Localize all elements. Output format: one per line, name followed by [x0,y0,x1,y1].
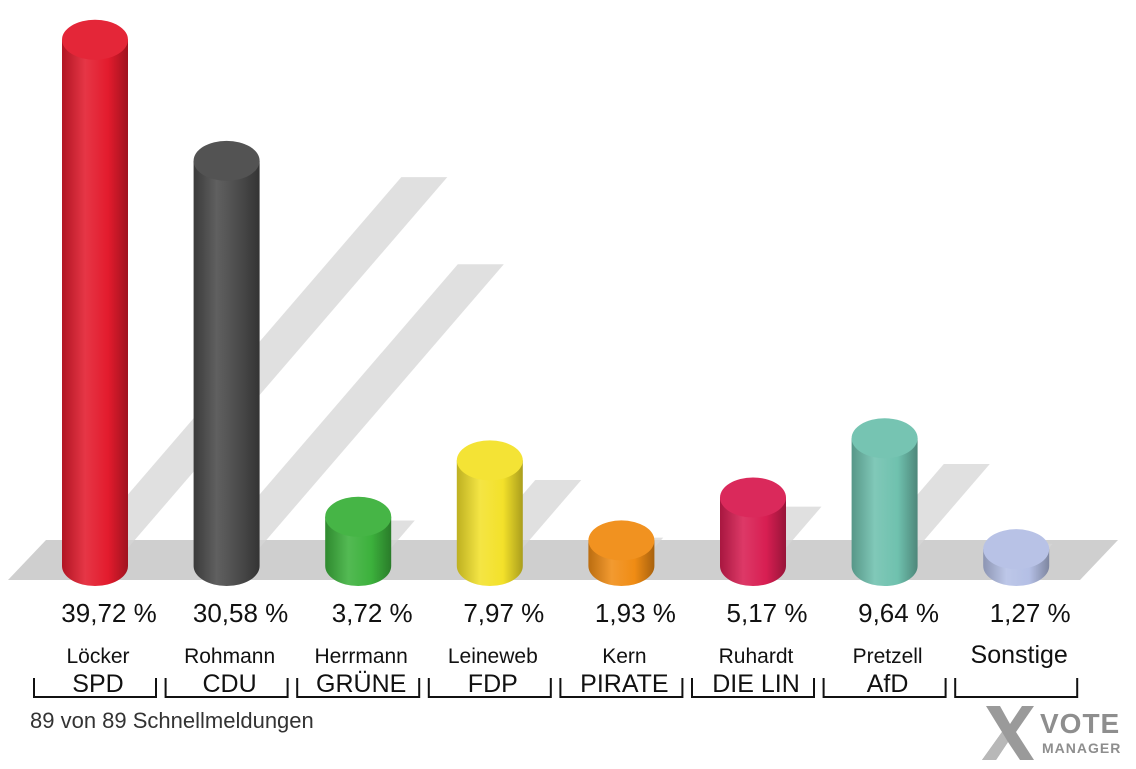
party-label: CDU [203,670,257,698]
candidate-label: Pretzell [853,645,923,668]
candidate-label: Löcker [66,645,129,668]
value-label: 3,72 % [332,598,413,628]
bar-top [62,19,128,60]
bars [62,19,1050,586]
candidate-label: Sonstige [971,641,1068,669]
bar-top [193,140,260,181]
bar-top [851,418,918,459]
bar-sonstige [983,529,1050,586]
candidate-label: Herrmann [315,645,408,668]
bar-die-lin [720,477,786,586]
label-bracket [296,678,421,698]
party-label: AfD [867,670,909,698]
party-label: FDP [468,670,518,698]
party-label: GRÜNE [316,670,406,698]
vote-manager-logo: VOTE MANAGER [978,700,1128,765]
bar-top [720,477,786,518]
bar-shadow [75,177,448,556]
value-label: 1,93 % [595,598,676,628]
bar-afd [851,418,918,586]
value-label: 1,27 % [990,598,1071,628]
bar-body [456,460,523,586]
floor-plane [8,540,1118,580]
label-bracket [822,678,947,698]
bar-top [456,440,523,481]
candidate-label: Rohmann [184,645,275,668]
value-label: 30,58 % [193,598,288,628]
label-bracket [33,678,157,698]
bar-cdu [193,140,260,586]
candidate-label: Kern [602,645,646,668]
bar-top [325,496,392,537]
bar-body [720,497,786,586]
value-label: 9,64 % [858,598,939,628]
bar-top [983,529,1050,570]
x-cross-icon [982,706,1034,760]
value-label: 7,97 % [463,598,544,628]
candidate-label: Ruhardt [719,645,794,668]
value-label: 39,72 % [61,598,156,628]
logo-text-manager: MANAGER [1042,740,1122,756]
label-bracket [427,678,552,698]
bar-pirate [588,520,655,586]
bar-top [588,520,655,561]
label-bracket [954,678,1079,698]
label-bracket [691,678,815,698]
party-label: DIE LIN [712,670,800,698]
candidate-label: Leineweb [448,645,538,668]
bar-body [193,160,260,586]
bar-body [325,516,392,586]
label-bracket [559,678,684,698]
label-bracket [164,678,289,698]
value-label: 5,17 % [727,598,808,628]
logo-text-vote: VOTE [1040,708,1121,739]
bar-shadow [206,264,504,556]
party-label: PIRATE [580,670,668,698]
bar-body [851,438,918,586]
bar-fdp [456,440,523,586]
bar-body [62,39,128,586]
bar-spd [62,19,128,586]
party-label: SPD [72,670,123,698]
bar-grüne [325,496,392,586]
report-count-note: 89 von 89 Schnellmeldungen [30,708,314,733]
